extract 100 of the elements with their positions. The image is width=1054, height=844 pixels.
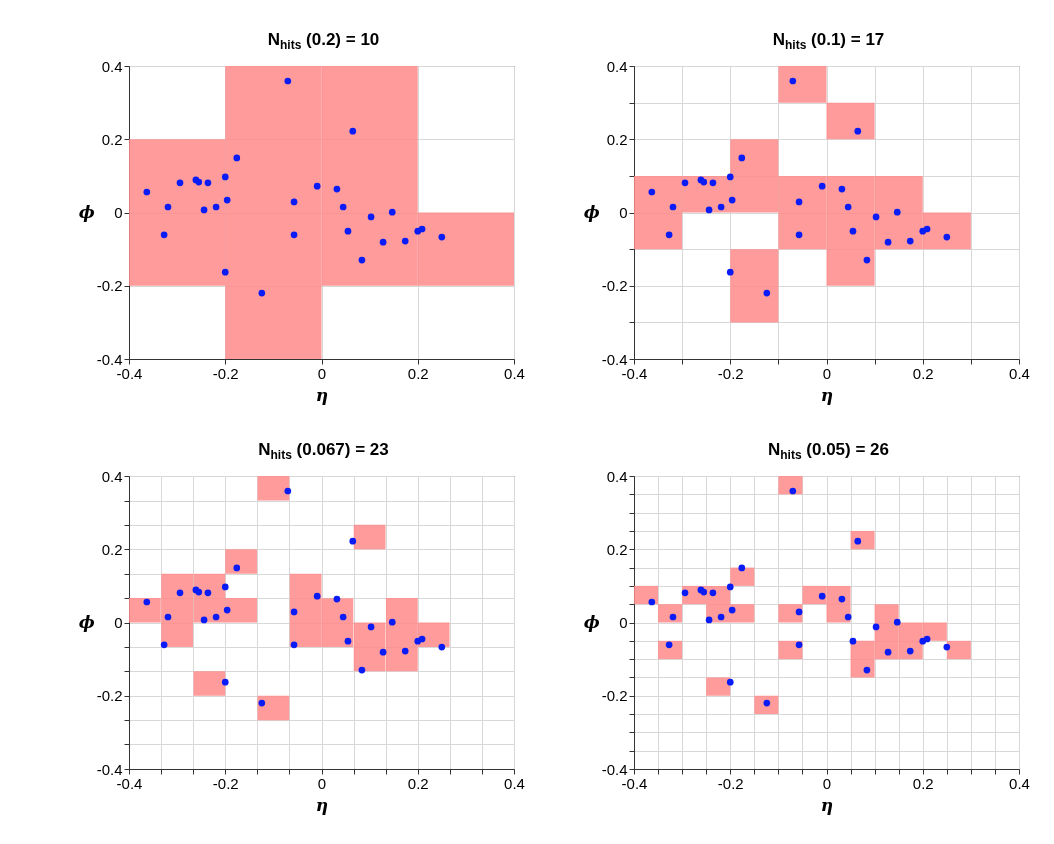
point: [333, 595, 341, 603]
x-tick-label: -0.2: [212, 774, 239, 792]
x-tick-label: 0: [317, 364, 327, 382]
point: [204, 179, 212, 187]
point: [726, 173, 734, 181]
y-axis-title: ϕ: [78, 612, 95, 632]
point: [795, 641, 803, 649]
x-tick-label: 0.2: [407, 364, 429, 382]
point: [943, 643, 951, 651]
point: [233, 564, 241, 572]
y-tick-label: 0.2: [101, 540, 123, 558]
point: [418, 635, 426, 643]
x-tick-label: 0.4: [504, 774, 525, 792]
point: [221, 678, 229, 686]
y-tick-label: -0.4: [601, 760, 628, 778]
bar: [850, 530, 875, 550]
point: [849, 637, 857, 645]
point: [795, 231, 803, 239]
bar: [225, 549, 258, 574]
x-tick-label: 0.2: [912, 774, 934, 792]
point: [906, 647, 914, 655]
point: [665, 641, 673, 649]
point: [854, 537, 862, 545]
x-axis-title: η: [820, 384, 834, 405]
point: [728, 196, 736, 204]
y-tick-label: 0.4: [606, 57, 628, 75]
chart-title: N$_{hits}$ (0.1) = 17: [771, 30, 886, 54]
point: [872, 623, 880, 631]
point: [795, 198, 803, 206]
y-tick-label: 0.4: [101, 57, 123, 75]
point: [388, 208, 396, 216]
x-tick-label: 0.2: [912, 364, 934, 382]
point: [164, 203, 172, 211]
x-tick-label: -0.2: [212, 364, 239, 382]
point: [789, 77, 797, 85]
chart-title: N$_{hits}$ (0.067) = 23: [257, 440, 390, 464]
point: [789, 487, 797, 495]
point: [863, 666, 871, 674]
point: [923, 225, 931, 233]
point: [906, 237, 914, 245]
point: [818, 182, 826, 190]
point: [738, 154, 746, 162]
point: [401, 237, 409, 245]
y-axis-title: ϕ: [583, 202, 600, 222]
point: [943, 233, 951, 241]
point: [339, 613, 347, 621]
point: [863, 256, 871, 264]
point: [284, 77, 292, 85]
point: [681, 589, 689, 597]
point: [221, 268, 229, 276]
x-tick-label: 0.4: [1009, 774, 1030, 792]
x-axis-title: η: [315, 794, 329, 815]
point: [709, 179, 717, 187]
x-tick-label: 0: [317, 774, 327, 792]
y-tick-label: -0.2: [601, 277, 628, 295]
bar: [778, 604, 803, 623]
y-tick-label: 0.4: [606, 467, 628, 485]
point: [164, 613, 172, 621]
point: [200, 616, 208, 624]
chart-title: N$_{hits}$ (0.2) = 10: [266, 30, 381, 54]
bar: [658, 604, 683, 623]
x-tick-label: 0.4: [1009, 364, 1030, 382]
x-tick-label: 0: [822, 364, 832, 382]
bar: [778, 640, 803, 660]
point: [648, 598, 656, 606]
point: [884, 648, 892, 656]
y-tick-label: 0: [619, 614, 628, 631]
y-axis-title: ϕ: [78, 202, 95, 222]
point: [367, 623, 375, 631]
point: [333, 185, 341, 193]
x-tick-label: 0.2: [407, 774, 429, 792]
point: [176, 179, 184, 187]
point: [893, 208, 901, 216]
point: [233, 154, 241, 162]
point: [844, 613, 852, 621]
point: [438, 643, 446, 651]
bar: [257, 476, 290, 501]
point: [313, 592, 321, 600]
point: [738, 564, 746, 572]
y-tick-label: 0.2: [606, 130, 628, 148]
point: [160, 231, 168, 239]
x-tick-label: -0.2: [717, 364, 744, 382]
bar: [946, 640, 971, 660]
point: [726, 583, 734, 591]
bar: [730, 249, 779, 323]
bar: [778, 476, 803, 495]
point: [665, 231, 673, 239]
point: [726, 678, 734, 686]
point: [339, 203, 347, 211]
point: [438, 233, 446, 241]
point: [143, 598, 151, 606]
point: [795, 608, 803, 616]
bar: [730, 567, 755, 586]
point: [290, 641, 298, 649]
chart-title: N$_{hits}$ (0.05) = 26: [766, 440, 890, 464]
point: [221, 173, 229, 181]
y-tick-label: 0: [114, 204, 123, 221]
x-tick-label: -0.2: [717, 774, 744, 792]
point: [717, 203, 725, 211]
bar: [353, 524, 386, 550]
